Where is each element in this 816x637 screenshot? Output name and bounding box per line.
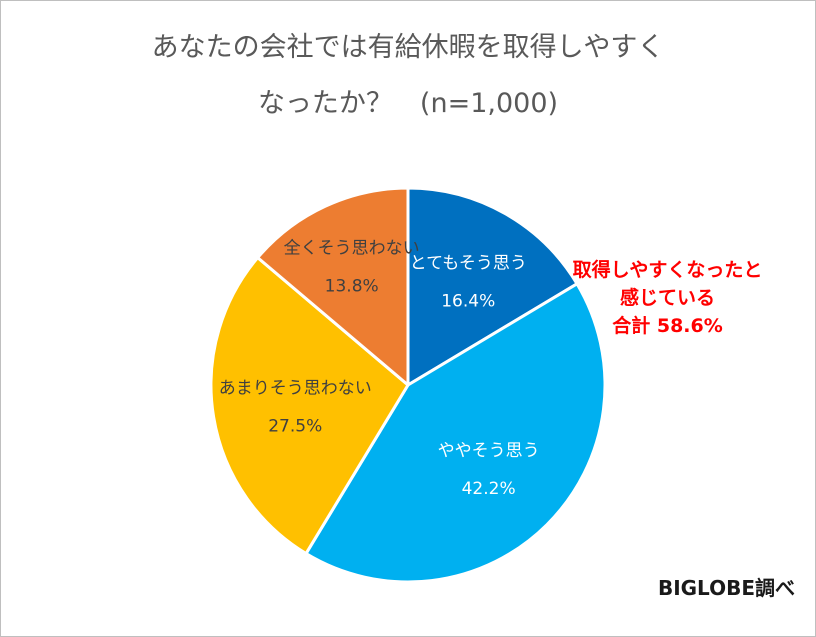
pie-slice-totemo-sou-omou bbox=[406, 186, 579, 387]
slice-value-totemo-sou-omou: 16.4% bbox=[441, 292, 495, 312]
annotation-line-3: 合計 58.6% bbox=[612, 315, 723, 337]
annotation-line-2: 感じている bbox=[619, 287, 715, 309]
pie-slice-yaya-sou-omou bbox=[304, 282, 607, 584]
pie-labels: とてもそう思う 16.4% ややそう思う 42.2% あまりそう思わない 27.5% 全くそ… bbox=[219, 238, 540, 499]
slice-label-mattaku-sou-omowanai: 全くそう思わない bbox=[284, 238, 420, 258]
annotation-line-1: 取得しやすくなったと bbox=[572, 259, 763, 281]
pie-slices bbox=[209, 186, 607, 584]
slice-value-amari-sou-omowanai: 27.5% bbox=[268, 416, 322, 436]
pie-slice-mattaku-sou-omowanai bbox=[256, 186, 410, 387]
chart-title-line-1: あなたの会社では有給休暇を取得しやすく bbox=[151, 32, 665, 63]
slice-label-yaya-sou-omou: ややそう思う bbox=[438, 441, 540, 461]
pie-slice-amari-sou-omowanai bbox=[209, 256, 410, 556]
source-credit: BIGLOBE調べ bbox=[657, 576, 795, 600]
slice-label-amari-sou-omowanai: あまりそう思わない bbox=[219, 378, 372, 398]
slice-label-totemo-sou-omou: とてもそう思う bbox=[410, 254, 527, 274]
slice-value-mattaku-sou-omowanai: 13.8% bbox=[325, 276, 379, 296]
chart-title-line-2: なったか？ (n=1,000) bbox=[257, 88, 559, 119]
slice-value-yaya-sou-omou: 42.2% bbox=[462, 479, 516, 499]
